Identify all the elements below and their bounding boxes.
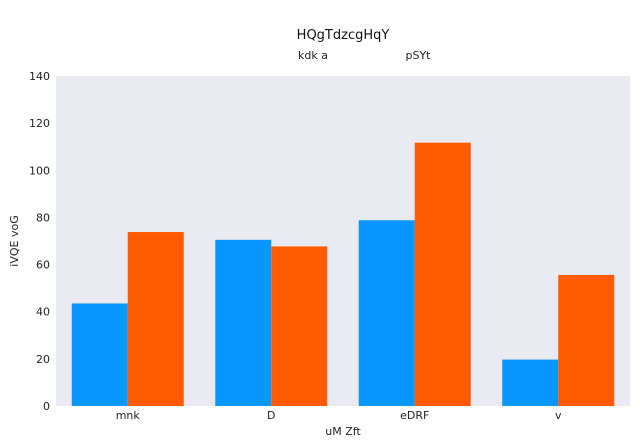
bar-2-3 [414,142,471,406]
y-tick-label: 120 [29,117,50,130]
y-tick-label: 20 [36,353,50,366]
bar-1-2 [215,239,272,406]
x-axis-label: uM Zft [325,425,361,438]
legend-item-2: pSYt [406,49,432,62]
bar-1-3 [358,220,415,406]
y-axis-label: iVQE voG [8,215,21,266]
x-tick-label: D [267,409,275,422]
y-tick-label: 40 [36,306,50,319]
bar-2-1 [127,232,184,406]
legend: kdk a pSYt [298,49,431,62]
x-tick-label: mnk [116,409,141,422]
x-tick-label: v [555,409,562,422]
legend-item-1: kdk a [298,49,328,62]
bars [71,142,615,406]
bar-2-4 [558,274,615,406]
y-tick-label: 100 [29,164,50,177]
y-tick-label: 60 [36,259,50,272]
bar-1-1 [71,303,128,406]
bar-2-2 [271,246,328,406]
chart-title: HQgTdzcgHqY [297,28,390,43]
y-tick-label: 80 [36,211,50,224]
y-tick-label: 140 [29,70,50,83]
bar-1-4 [502,359,559,406]
x-tick-label: eDRF [400,409,429,422]
y-tick-label: 0 [43,400,50,413]
y-axis: 0 20 40 60 80 100 120 140 [29,70,50,413]
